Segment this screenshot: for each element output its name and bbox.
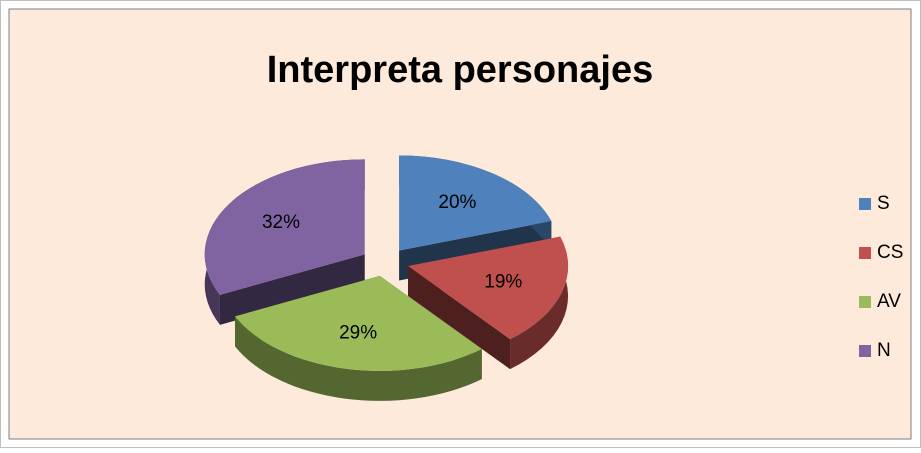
data-label: 32% — [262, 212, 300, 233]
legend-label: CS — [877, 242, 903, 263]
pie-slice — [399, 155, 552, 251]
slice-group — [408, 236, 569, 370]
legend-label: AV — [877, 291, 901, 312]
data-label: 19% — [484, 271, 522, 292]
data-label: 20% — [438, 192, 476, 213]
slice-wall — [408, 265, 511, 370]
legend-swatch — [859, 198, 871, 210]
legend-label: N — [877, 340, 891, 361]
slice-side — [510, 236, 569, 370]
slice-group — [234, 275, 482, 401]
slice-wall — [219, 254, 365, 325]
data-label: 29% — [339, 322, 377, 343]
pie-slice — [204, 159, 365, 295]
pie-slice — [234, 275, 482, 371]
legend-swatch — [859, 345, 871, 357]
legend-label: S — [877, 193, 890, 214]
legend-swatch — [859, 296, 871, 308]
legend-swatch — [859, 247, 871, 259]
slice-side — [234, 316, 482, 401]
chart-title: Interpreta personajes — [267, 49, 653, 91]
slice-group — [204, 159, 365, 325]
pie-slice — [408, 236, 569, 340]
